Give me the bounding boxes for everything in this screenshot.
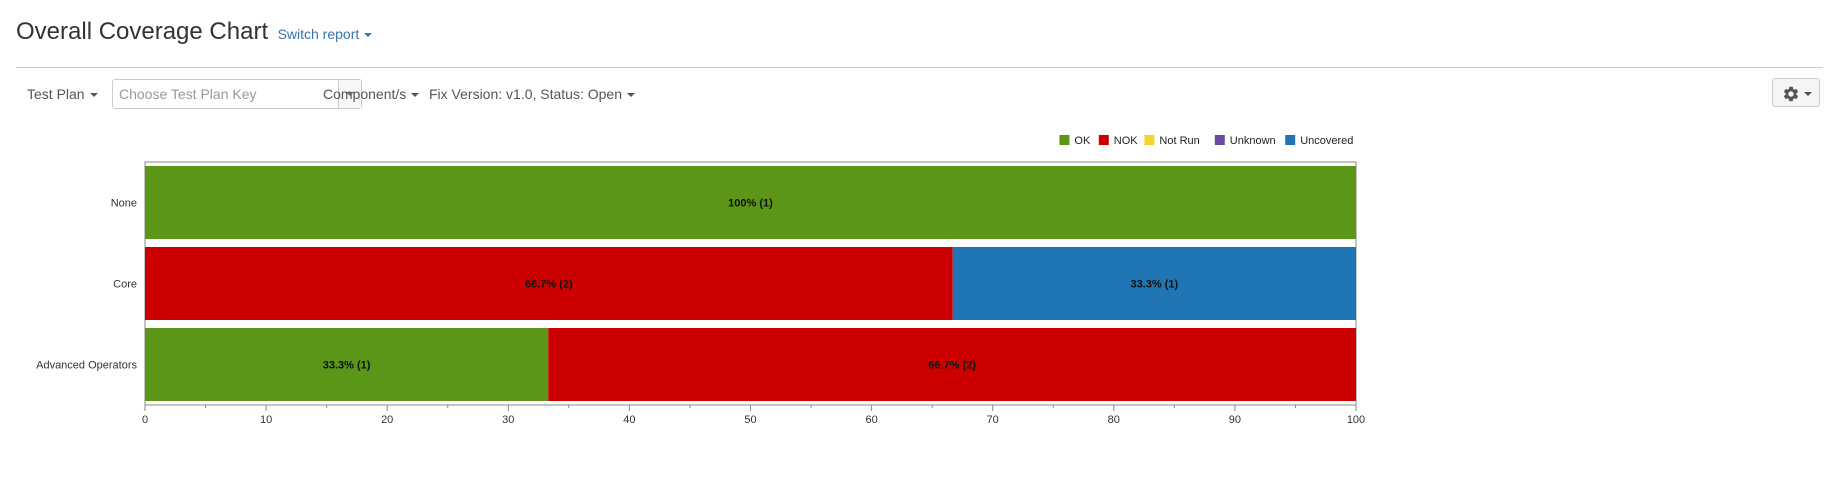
chevron-down-icon <box>1804 92 1812 96</box>
x-tick-label: 0 <box>142 414 148 426</box>
fix-version-label: Fix Version: v1.0, Status: Open <box>429 86 622 102</box>
data-label: 33.3% (1) <box>323 360 371 372</box>
test-plan-label: Test Plan <box>27 86 85 102</box>
gear-icon <box>1783 86 1799 102</box>
legend-label: Unknown <box>1230 135 1276 147</box>
data-label: 66.7% (2) <box>928 360 976 372</box>
bar-segment <box>145 166 1356 239</box>
legend-swatch <box>1098 135 1109 145</box>
test-plan-key-select[interactable] <box>112 79 362 109</box>
test-plan-key-input[interactable] <box>113 80 337 108</box>
data-label: 33.3% (1) <box>1131 279 1179 291</box>
x-tick-label: 40 <box>623 414 635 426</box>
legend-label: Not Run <box>1159 135 1199 147</box>
components-dropdown[interactable]: Component/s <box>312 78 430 110</box>
x-tick-label: 60 <box>865 414 877 426</box>
x-tick-label: 50 <box>744 414 756 426</box>
chevron-down-icon <box>89 93 98 98</box>
components-label: Component/s <box>323 86 407 102</box>
category-label: Advanced Operators <box>36 360 137 372</box>
x-tick-label: 10 <box>260 414 272 426</box>
x-tick-label: 30 <box>502 414 514 426</box>
legend-swatch <box>1285 135 1296 145</box>
legend-label: NOK <box>1114 135 1139 147</box>
switch-report-label: Switch report <box>277 26 360 42</box>
report-header: Overall Coverage Chart Switch report <box>16 18 373 46</box>
chevron-down-icon <box>411 93 420 98</box>
select-arrow-button[interactable] <box>338 80 361 108</box>
bar-segment <box>952 247 1356 320</box>
data-label: 100% (1) <box>728 198 773 210</box>
bar-segment <box>548 328 1356 401</box>
category-label: Core <box>113 279 137 291</box>
legend-label: Uncovered <box>1300 135 1353 147</box>
chevron-down-icon <box>627 93 635 98</box>
x-tick-label: 90 <box>1229 414 1241 426</box>
data-label: 66.7% (2) <box>525 279 573 291</box>
bar-segment <box>145 247 953 320</box>
legend-swatch <box>1214 135 1225 145</box>
x-tick-label: 80 <box>1108 414 1120 426</box>
page-title: Overall Coverage Chart <box>16 18 269 45</box>
x-tick-label: 70 <box>987 414 999 426</box>
header-divider <box>16 67 1823 68</box>
legend-swatch <box>1144 135 1155 145</box>
fix-version-dropdown[interactable]: Fix Version: v1.0, Status: Open <box>418 78 646 110</box>
bar-segment <box>145 328 549 401</box>
legend-label: OK <box>1074 135 1091 147</box>
x-tick-label: 100 <box>1347 414 1365 426</box>
category-label: None <box>111 198 137 210</box>
x-tick-label: 20 <box>381 414 393 426</box>
settings-button[interactable] <box>1772 78 1820 107</box>
legend-swatch <box>1059 135 1070 145</box>
chevron-down-icon <box>364 33 373 38</box>
switch-report-dropdown[interactable]: Switch report <box>278 26 373 42</box>
test-plan-dropdown[interactable]: Test Plan <box>16 78 109 110</box>
